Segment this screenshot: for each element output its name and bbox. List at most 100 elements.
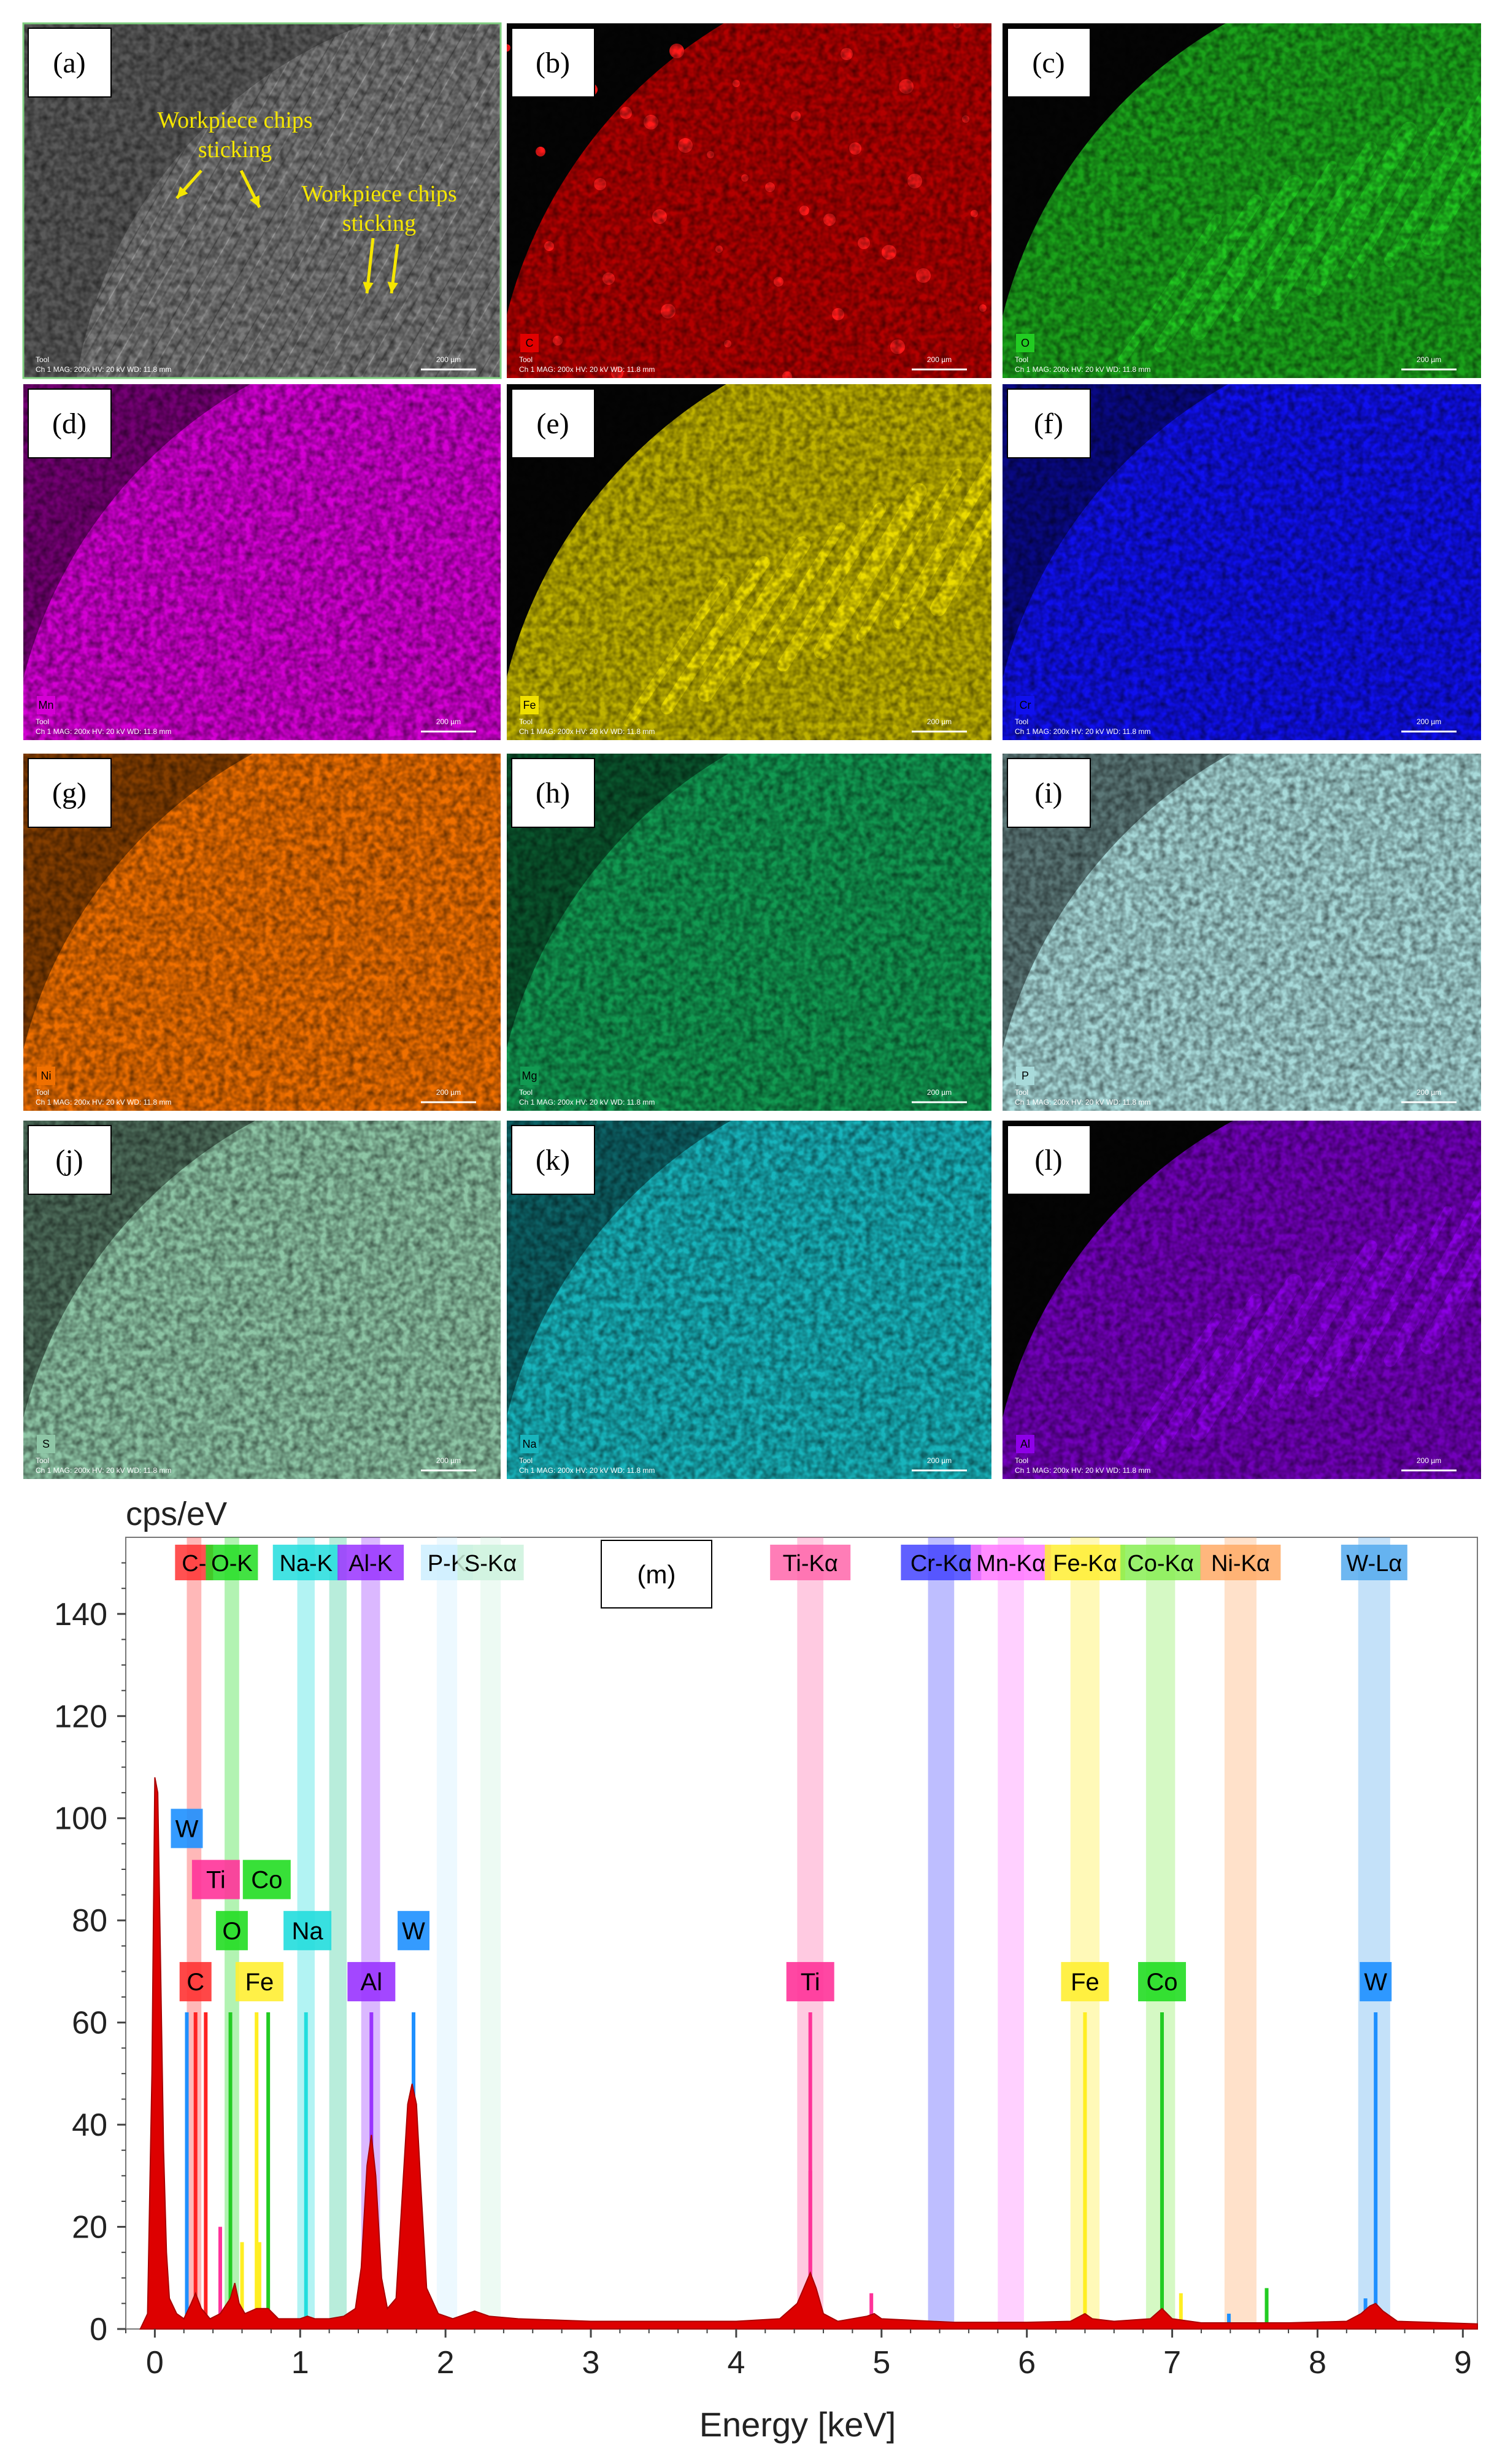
map-footer-tool: Tool bbox=[1015, 1088, 1028, 1097]
scale-bar-label: 200 µm bbox=[436, 717, 461, 726]
peak-label: Na bbox=[292, 1918, 324, 1945]
map-footer-tool: Tool bbox=[36, 1088, 49, 1097]
peak-label-box bbox=[242, 1860, 291, 1899]
element-band bbox=[480, 1537, 501, 2329]
panel-label-box bbox=[1007, 28, 1091, 98]
peak-label: W bbox=[1364, 1969, 1387, 1996]
peak-label: O bbox=[222, 1918, 241, 1945]
panel-m-label: (m) bbox=[637, 1560, 676, 1589]
sem-border bbox=[22, 22, 502, 379]
map-footer-tool: Tool bbox=[519, 355, 533, 364]
map-footer-info: Ch 1 MAG: 200x HV: 20 kV WD: 11.8 mm bbox=[36, 365, 171, 374]
panel-label: (c) bbox=[1032, 47, 1064, 79]
element-tag-text: Fe bbox=[523, 699, 536, 711]
y-tick-label: 60 bbox=[72, 2006, 107, 2041]
panel-label-box bbox=[511, 758, 595, 828]
element-tag bbox=[1016, 1067, 1034, 1085]
x-tick-label: 4 bbox=[727, 2345, 745, 2381]
panel-label-box bbox=[1007, 388, 1091, 458]
panel-label: (d) bbox=[52, 407, 87, 440]
peak-label-box bbox=[179, 1962, 212, 2002]
peak-label: W bbox=[175, 1815, 199, 1842]
band-label-box bbox=[901, 1545, 982, 1580]
band-label: S-Kα bbox=[464, 1551, 517, 1577]
map-footer-tool: Tool bbox=[36, 355, 49, 364]
scale-bar-label: 200 µm bbox=[927, 717, 952, 726]
map-footer-tool: Tool bbox=[36, 1456, 49, 1465]
scale-bar-label: 200 µm bbox=[436, 1456, 461, 1465]
map-footer-info: Ch 1 MAG: 200x HV: 20 kV WD: 11.8 mm bbox=[1015, 1466, 1150, 1475]
panel-label: (b) bbox=[536, 47, 570, 79]
annotation-text: Workpiece chips bbox=[301, 181, 456, 207]
band-label: Al-K bbox=[348, 1551, 393, 1577]
arrow-head bbox=[177, 186, 188, 198]
band-label-box bbox=[1200, 1545, 1281, 1580]
panel-label: (a) bbox=[53, 47, 85, 79]
element-tag bbox=[1016, 1435, 1034, 1453]
y-tick-label: 140 bbox=[54, 1597, 107, 1632]
map-footer-info: Ch 1 MAG: 200x HV: 20 kV WD: 11.8 mm bbox=[519, 727, 655, 736]
peak-label: Fe bbox=[245, 1969, 274, 1996]
panel-label-box bbox=[28, 388, 112, 458]
map-footer-info: Ch 1 MAG: 200x HV: 20 kV WD: 11.8 mm bbox=[519, 1098, 655, 1106]
scale-bar-label: 200 µm bbox=[927, 1456, 952, 1465]
map-footer-info: Ch 1 MAG: 200x HV: 20 kV WD: 11.8 mm bbox=[36, 727, 171, 736]
scale-bar-label: 200 µm bbox=[1417, 1088, 1441, 1097]
band-label-box bbox=[206, 1545, 258, 1580]
peak-label-box bbox=[786, 1962, 834, 2002]
element-band bbox=[436, 1537, 458, 2329]
element-tag-text: Cr bbox=[1020, 699, 1031, 711]
peak-label: Co bbox=[251, 1867, 282, 1894]
element-tag bbox=[520, 1067, 539, 1085]
element-tag-text: Mn bbox=[38, 699, 53, 711]
y-tick-label: 80 bbox=[72, 1903, 107, 1939]
map-footer-info: Ch 1 MAG: 200x HV: 20 kV WD: 11.8 mm bbox=[519, 1466, 655, 1475]
panel-m-box bbox=[601, 1540, 712, 1609]
element-tag-text: Al bbox=[1020, 1438, 1030, 1450]
peak-label-box bbox=[1061, 1962, 1109, 2002]
peak-label-box bbox=[235, 1962, 283, 2002]
element-tag bbox=[1016, 696, 1034, 714]
element-band bbox=[187, 1537, 202, 2329]
band-label: Fe-Kα bbox=[1053, 1551, 1117, 1577]
peak-label: Fe bbox=[1071, 1969, 1099, 1996]
panel-label: (f) bbox=[1034, 407, 1063, 440]
peak-label-box bbox=[171, 1809, 203, 1848]
x-tick-label: 9 bbox=[1454, 2345, 1472, 2381]
element-tag-text: S bbox=[42, 1438, 50, 1450]
x-tick-label: 7 bbox=[1163, 2345, 1181, 2381]
element-tag-text: Mg bbox=[522, 1070, 537, 1082]
peak-label: Al bbox=[361, 1969, 383, 1996]
band-label-box bbox=[1044, 1545, 1125, 1580]
map-footer-info: Ch 1 MAG: 200x HV: 20 kV WD: 11.8 mm bbox=[519, 365, 655, 374]
element-tag bbox=[1016, 334, 1034, 352]
panel-label: (e) bbox=[536, 407, 569, 440]
element-band bbox=[1224, 1537, 1257, 2329]
band-label: O-K bbox=[211, 1551, 253, 1577]
panel-label: (l) bbox=[1034, 1144, 1062, 1176]
scale-bar-label: 200 µm bbox=[436, 355, 461, 364]
element-tag bbox=[37, 1067, 55, 1085]
panel-label-box bbox=[1007, 1125, 1091, 1195]
y-tick-label: 120 bbox=[54, 1699, 107, 1734]
element-tag bbox=[520, 696, 539, 714]
peak-label-box bbox=[1360, 1962, 1392, 2002]
scale-bar-label: 200 µm bbox=[1417, 1456, 1441, 1465]
band-label: Ti-Kα bbox=[783, 1551, 838, 1577]
x-tick-label: 0 bbox=[146, 2345, 164, 2381]
x-tick-label: 2 bbox=[437, 2345, 455, 2381]
panel-label-box bbox=[511, 28, 595, 98]
y-tick-label: 0 bbox=[90, 2312, 107, 2347]
band-label: Ni-Kα bbox=[1211, 1551, 1270, 1577]
x-tick-label: 1 bbox=[291, 2345, 309, 2381]
band-label-box bbox=[1341, 1545, 1407, 1580]
band-label: C- bbox=[182, 1551, 206, 1577]
annotation-text: Workpiece chips bbox=[157, 107, 312, 133]
